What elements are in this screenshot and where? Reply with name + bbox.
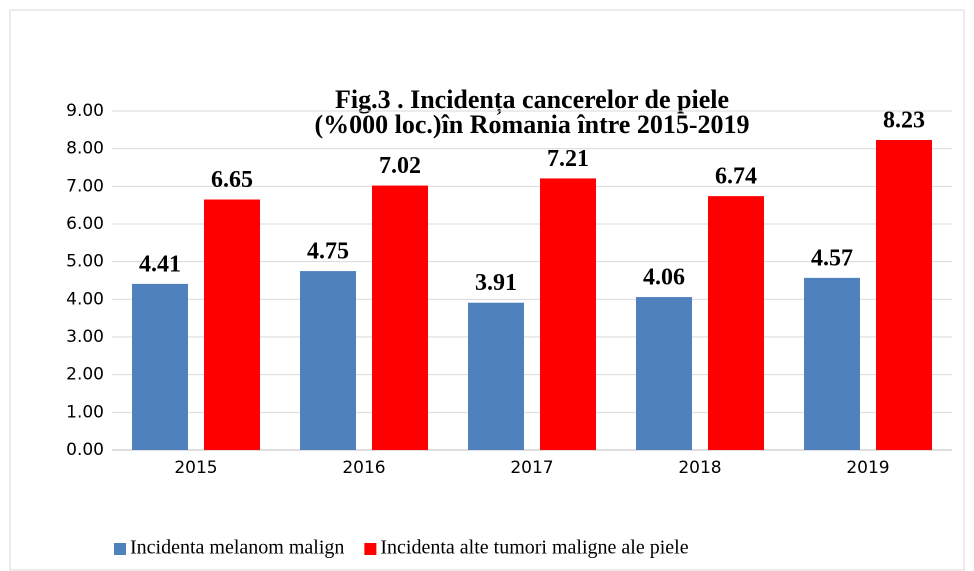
legend-swatch — [364, 543, 377, 555]
chart-title: Fig.3 . Incidența cancerelor de piele — [335, 85, 729, 115]
y-tick-label: 1.00 — [66, 402, 104, 422]
x-tick-label: 2017 — [510, 458, 553, 478]
y-tick-label: 6.00 — [66, 214, 104, 234]
legend-label: Incidenta alte tumori maligne ale piele — [380, 537, 688, 559]
x-tick-label: 2019 — [846, 458, 889, 478]
y-tick-label: 4.00 — [66, 289, 104, 309]
bar — [708, 196, 764, 450]
y-tick-label: 8.00 — [66, 139, 104, 159]
data-label: 6.65 — [211, 167, 253, 193]
x-tick-label: 2018 — [678, 458, 721, 478]
data-label: 7.02 — [379, 153, 421, 179]
data-label: 6.74 — [715, 164, 757, 190]
bar — [804, 277, 860, 450]
y-tick-label: 3.00 — [66, 327, 104, 347]
bar — [636, 297, 692, 450]
y-tick-label: 9.00 — [66, 101, 104, 121]
x-tick-label: 2015 — [174, 458, 217, 478]
legend-swatch — [114, 543, 126, 555]
data-label: 4.57 — [811, 245, 853, 271]
data-label: 3.91 — [475, 270, 517, 296]
bar — [372, 185, 428, 450]
bar — [540, 178, 596, 450]
bar — [300, 271, 356, 450]
data-label: 4.06 — [643, 265, 685, 291]
bar — [204, 199, 260, 450]
y-tick-label: 2.00 — [66, 365, 104, 385]
bar — [132, 283, 188, 450]
bar — [876, 140, 932, 450]
bar — [468, 302, 524, 450]
data-label: 7.21 — [547, 146, 589, 172]
chart-title: (%000 loc.)în Romania între 2015-2019 — [315, 110, 750, 139]
y-tick-label: 5.00 — [66, 252, 104, 272]
data-label: 4.75 — [307, 239, 349, 265]
y-tick-label: 7.00 — [66, 176, 104, 196]
x-tick-label: 2016 — [342, 458, 385, 478]
y-tick-label: 0.00 — [66, 440, 104, 460]
data-label: 8.23 — [883, 108, 925, 134]
data-label: 4.41 — [139, 251, 181, 277]
legend-label: Incidenta melanom malign — [130, 537, 344, 559]
